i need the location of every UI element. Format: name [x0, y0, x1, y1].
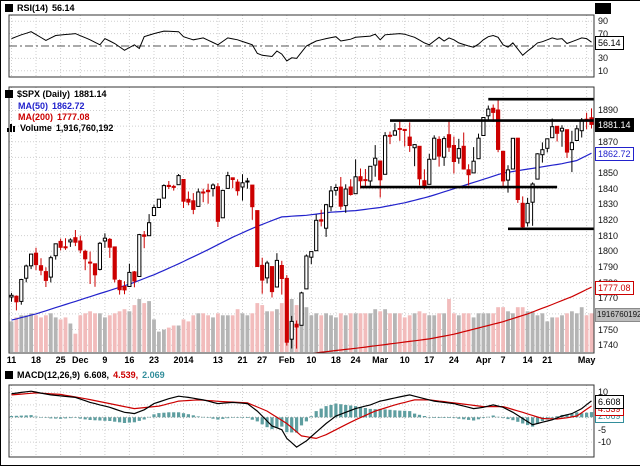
price-axis-label: 1750 — [598, 324, 619, 335]
spx-legend: $SPX (Daily) 1881.14 — [5, 89, 107, 99]
corner-widget-icon[interactable] — [595, 3, 611, 14]
ma50-legend: MA(50) 1862.72 — [18, 101, 85, 111]
volume-value-box: 1916760192 — [595, 308, 640, 322]
volume-value: 1,916,760,192 — [55, 123, 114, 133]
price-axis-label: 1810 — [598, 230, 619, 241]
date-axis-label: 9 — [102, 355, 108, 365]
date-axis-label: 24 — [350, 355, 361, 365]
date-axis-label: 7 — [500, 355, 506, 365]
price-axis-label: 1790 — [598, 261, 619, 272]
macd-lines — [11, 390, 592, 448]
ma200-value-box: 1777.08 — [595, 281, 634, 295]
macd-value-box: 6.608 — [595, 395, 624, 409]
macd-signal-value: 4.539, — [113, 370, 139, 380]
ma50-value: 1862.72 — [52, 101, 85, 111]
trendlines — [360, 97, 594, 231]
price-axis-label: 1800 — [598, 246, 619, 257]
date-axis-label: 21 — [237, 355, 248, 365]
spx-panel-icon — [5, 90, 13, 98]
macd-hist-value: 2.069 — [142, 370, 165, 380]
panel-frame — [8, 86, 595, 354]
ma50-value-box: 1862.72 — [595, 147, 634, 161]
macd-axis-label: -10 — [598, 437, 612, 448]
ma200-legend: MA(200) 1777.08 — [18, 112, 90, 122]
date-axis-label: Apr — [475, 355, 492, 365]
date-axis-label: 11 — [6, 355, 17, 365]
rsi-panel-icon — [5, 4, 13, 12]
spx-last-value: 1881.14 — [74, 89, 107, 99]
price-value-box: 1881.14 — [595, 118, 634, 132]
rsi-axis-label: 10 — [598, 65, 609, 76]
date-axis-label: 18 — [31, 355, 42, 365]
candlesticks — [9, 99, 594, 349]
rsi-value-box: 56.14 — [595, 36, 624, 50]
macd-axis-label: -5 — [598, 424, 607, 435]
price-axis-label: 1850 — [598, 168, 619, 179]
rsi-axis-label: 90 — [598, 16, 609, 27]
rsi-label: RSI(14) — [17, 3, 49, 13]
date-axis-label: 21 — [542, 355, 553, 365]
date-axis-label: 27 — [257, 355, 268, 365]
volume-icon — [7, 124, 16, 132]
ma200-label: MA(200) — [18, 112, 54, 122]
price-axis-label: 1870 — [598, 136, 619, 147]
price-axis-label: 1770 — [598, 293, 619, 304]
spx-symbol: $SPX (Daily) — [17, 89, 71, 99]
gridlines — [9, 15, 594, 457]
rsi-axis-label: 30 — [598, 53, 609, 64]
date-axis-label: Feb — [278, 355, 295, 365]
ma50-label: MA(50) — [18, 101, 49, 111]
volume-legend: Volume 1,916,760,192 — [7, 123, 113, 133]
macd-legend: MACD(12,26,9) 6.608, 4.539, 2.069 — [5, 370, 165, 380]
date-axis-label: 10 — [399, 355, 410, 365]
date-axis-label: 10 — [306, 355, 317, 365]
moving-average-lines — [11, 152, 592, 353]
date-axis-label: 24 — [448, 355, 459, 365]
panel-frame — [8, 14, 595, 78]
rsi-value: 56.14 — [52, 3, 75, 13]
date-axis-label: 16 — [124, 355, 135, 365]
price-axis-label: 1740 — [598, 340, 619, 351]
rsi-axis-label: 70 — [598, 28, 609, 39]
macd-label: MACD(12,26,9) — [17, 370, 81, 380]
price-axis-label: 1890 — [598, 105, 619, 116]
rsi-legend: RSI(14) 56.14 — [5, 3, 75, 13]
date-axis-label: Mar — [372, 355, 389, 365]
macd-axis-label: 10 — [598, 387, 609, 398]
macd-histogram — [9, 403, 594, 433]
price-axis-label: 1820 — [598, 215, 619, 225]
price-axis-label: 1830 — [598, 199, 619, 210]
date-axis-label: 17 — [424, 355, 435, 365]
date-axis-label: May — [577, 355, 596, 365]
price-axis-label: 1840 — [598, 183, 619, 194]
date-axis-label: 13 — [212, 355, 223, 365]
volume-label: Volume — [20, 123, 52, 133]
macd-panel-icon — [5, 371, 13, 379]
date-axis-label: 23 — [149, 355, 160, 365]
date-axis-label: 25 — [55, 355, 66, 365]
macd-value: 6.608, — [84, 370, 110, 380]
ma200-value: 1777.08 — [57, 112, 90, 122]
panel-frame — [8, 384, 595, 458]
date-axis-label: 14 — [522, 355, 533, 365]
date-axis-label: 18 — [330, 355, 341, 365]
date-axis-label: Dec — [72, 355, 89, 365]
rsi-line — [11, 30, 592, 62]
date-axis-label: 2014 — [173, 355, 194, 365]
